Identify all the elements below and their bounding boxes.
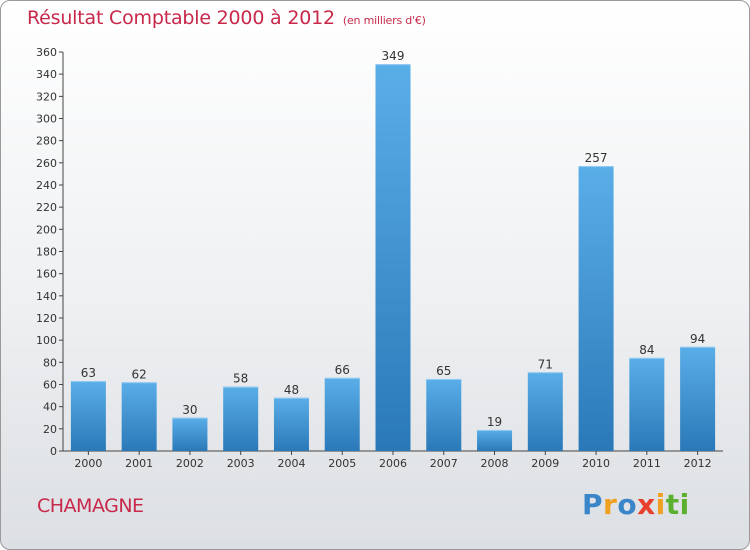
x-tick-label-2011: 2011 [633, 457, 661, 470]
value-label-2000: 63 [81, 366, 96, 380]
x-tick-label-2005: 2005 [328, 457, 356, 470]
value-label-2011: 84 [639, 343, 654, 357]
y-tick-label: 240 [36, 179, 57, 192]
bar-2001 [121, 382, 157, 451]
y-tick-label: 300 [36, 113, 57, 126]
chart-title: Résultat Comptable 2000 à 2012 (en millie… [27, 7, 426, 29]
bar-2000 [70, 381, 106, 451]
y-tick-label: 260 [36, 157, 57, 170]
y-tick-label: 360 [36, 46, 57, 59]
proxiti-logo: Proxiti [582, 488, 690, 521]
x-tick-label-2000: 2000 [74, 457, 102, 470]
chart-bars: 63 62 30 58 48 66 349 65 19 71 257 84 94 [70, 49, 716, 452]
x-tick-label-2008: 2008 [481, 457, 509, 470]
y-tick-label: 80 [43, 356, 57, 369]
bar-2011 [629, 357, 665, 451]
value-label-2008: 19 [487, 415, 502, 429]
chart-title-text: Résultat Comptable 2000 à 2012 [27, 7, 335, 29]
y-tick-label: 280 [36, 135, 57, 148]
y-tick-label: 40 [43, 401, 57, 414]
commune-name: CHAMAGNE [37, 495, 144, 517]
logo-letter: i [679, 488, 690, 521]
x-tick-label-2010: 2010 [582, 457, 610, 470]
bar-2009 [527, 372, 563, 451]
logo-letter: r [603, 488, 618, 521]
x-tick-label-2001: 2001 [125, 457, 153, 470]
value-label-2002: 30 [182, 403, 197, 417]
bar-2002 [172, 417, 208, 451]
logo-letter: P [582, 488, 604, 521]
y-tick-label: 60 [43, 379, 57, 392]
value-label-2007: 65 [436, 364, 451, 378]
bar-2005 [324, 377, 360, 451]
y-tick-label: 200 [36, 223, 57, 236]
value-label-2006: 349 [382, 49, 405, 63]
logo-letter: i [655, 488, 666, 521]
value-label-2010: 257 [585, 151, 608, 165]
x-tick-label-2004: 2004 [277, 457, 305, 470]
bar-2007 [426, 378, 462, 451]
bar-2008 [477, 429, 513, 451]
y-tick-label: 220 [36, 201, 57, 214]
y-tick-label: 20 [43, 423, 57, 436]
value-label-2004: 48 [284, 383, 299, 397]
y-tick-label: 120 [36, 312, 57, 325]
y-tick-label: 100 [36, 334, 57, 347]
value-label-2005: 66 [335, 363, 350, 377]
bar-2003 [223, 386, 259, 451]
x-tick-label-2007: 2007 [430, 457, 458, 470]
x-tick-label-2003: 2003 [227, 457, 255, 470]
y-tick-label: 0 [50, 445, 57, 458]
value-label-2003: 58 [233, 372, 248, 386]
logo-letter: x [637, 488, 656, 521]
y-tick-label: 160 [36, 268, 57, 281]
y-tick-label: 320 [36, 90, 57, 103]
value-label-2012: 94 [690, 332, 705, 346]
x-tick-label-2012: 2012 [684, 457, 712, 470]
x-tick-label-2009: 2009 [531, 457, 559, 470]
bar-2012 [680, 346, 716, 451]
y-tick-label: 140 [36, 290, 57, 303]
logo-letter: o [617, 488, 638, 521]
value-label-2001: 62 [132, 367, 147, 381]
y-tick-label: 340 [36, 68, 57, 81]
bar-2006 [375, 64, 411, 452]
chart-subtitle: (en milliers d'€) [342, 14, 426, 27]
value-label-2009: 71 [538, 357, 553, 371]
logo-letter: t [665, 488, 680, 521]
y-tick-label: 180 [36, 246, 57, 259]
x-tick-label-2006: 2006 [379, 457, 407, 470]
x-tick-label-2002: 2002 [176, 457, 204, 470]
bar-2010 [578, 166, 614, 452]
bar-2004 [273, 397, 309, 451]
